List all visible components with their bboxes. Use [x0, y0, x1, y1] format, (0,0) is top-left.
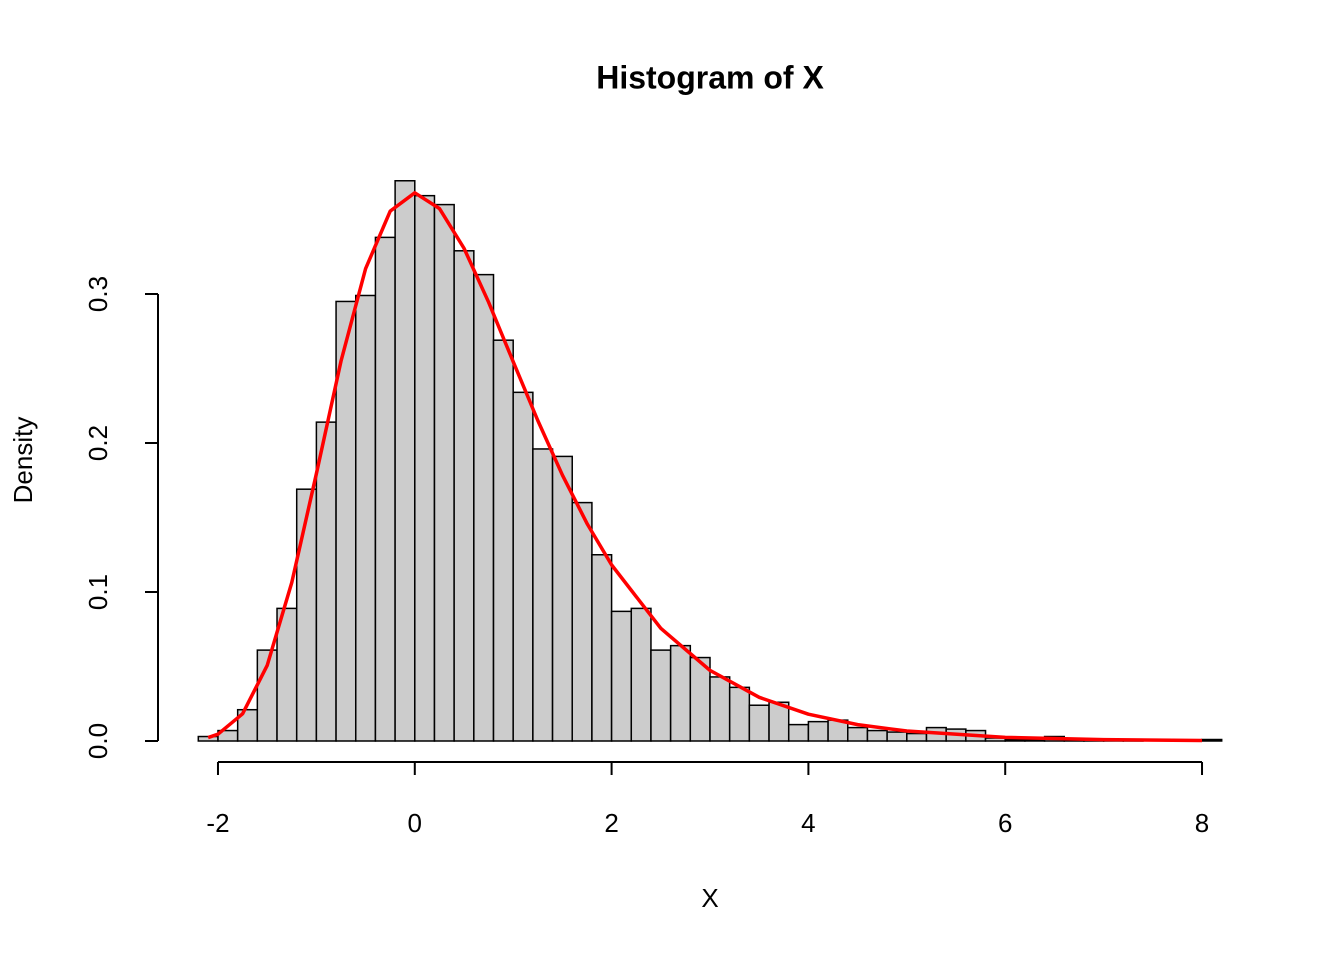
- bar: [787, 723, 810, 742]
- bar: [315, 421, 337, 742]
- y-tick-label: 0.3: [83, 276, 113, 312]
- density-curve: [207, 191, 1203, 743]
- bar: [630, 607, 652, 742]
- x-tick-label: 8: [1195, 808, 1209, 838]
- y-tick-label: 0.0: [83, 723, 113, 759]
- bar: [295, 488, 318, 742]
- bar: [433, 203, 455, 742]
- bar: [532, 448, 554, 742]
- bar: [610, 610, 633, 742]
- bar: [669, 644, 692, 742]
- bar: [1004, 738, 1026, 742]
- bar: [473, 273, 495, 742]
- bar: [728, 686, 751, 742]
- x-tick-label: 4: [801, 808, 815, 838]
- bar: [650, 649, 672, 742]
- bar: [807, 720, 829, 742]
- bar: [374, 236, 396, 742]
- x-tick-label: 6: [998, 808, 1012, 838]
- bar: [453, 250, 475, 742]
- bar: [571, 501, 593, 742]
- y-axis-label: Density: [8, 417, 38, 504]
- bar: [551, 455, 573, 742]
- bar: [512, 391, 534, 742]
- x-tick-label: 0: [408, 808, 422, 838]
- bar: [709, 676, 731, 742]
- bar: [394, 180, 416, 742]
- bar: [591, 554, 613, 742]
- bar: [492, 339, 514, 742]
- bar: [847, 726, 869, 742]
- bar: [886, 731, 908, 742]
- y-tick-label: 0.2: [83, 425, 113, 461]
- x-tick-label: 2: [604, 808, 618, 838]
- x-tick-label: -2: [206, 808, 229, 838]
- bar: [414, 194, 436, 742]
- bar: [1201, 738, 1223, 742]
- bar: [866, 729, 888, 742]
- y-tick-label: 0.1: [83, 574, 113, 610]
- bar: [354, 294, 377, 742]
- bar: [748, 704, 770, 742]
- bar: [906, 732, 928, 742]
- chart-title: Histogram of X: [596, 59, 824, 95]
- x-axis-label: X: [701, 883, 718, 913]
